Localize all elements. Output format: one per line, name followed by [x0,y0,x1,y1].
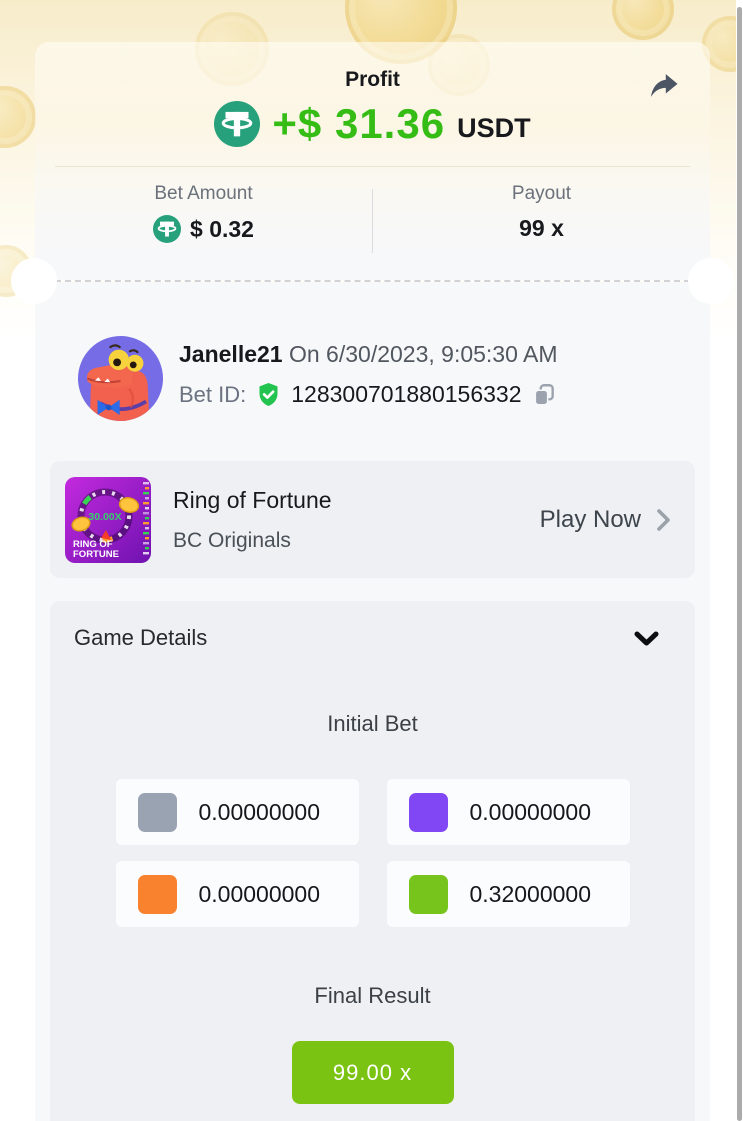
profit-amount: +$ 31.36 [272,100,446,147]
game-panel[interactable]: 30.00X RING OF FORTUNE Ring o [50,461,695,578]
initial-bet-item-orange: 0.00000000 [115,861,359,927]
svg-text:30.00X: 30.00X [88,511,121,523]
bet-amount-stat: Bet Amount $ 0.32 [35,183,372,253]
initial-bet-item-green: 0.32000000 [386,861,630,927]
purple-swatch [408,792,448,832]
stats-row: Bet Amount $ 0.32 Payout 99 x [35,183,710,253]
tether-icon [153,215,182,243]
tether-icon [214,101,261,147]
payout-stat: Payout 99 x [373,183,710,253]
coin-decoration [612,0,674,40]
profit-title: Profit [345,68,400,91]
user-name[interactable]: Janelle21 [179,341,283,367]
svg-text:FORTUNE: FORTUNE [73,549,119,560]
ticket-notch-left [11,258,57,304]
scrollbar-track [736,0,743,1121]
initial-bet-value: 0.00000000 [198,880,321,907]
bet-amount-value-row: $ 0.32 [35,215,372,243]
user-name-line: Janelle21 On 6/30/2023, 9:05:30 AM [179,341,558,368]
initial-bet-grid: 0.00000000 0.00000000 0.00000000 0.32000… [115,779,630,927]
avatar [78,336,163,421]
divider [372,189,373,253]
bet-id-label: Bet ID: [179,381,247,407]
bet-result-card: Profit +$ 31.36 USDT Bet Amount [11,42,734,1121]
bet-id-line: Bet ID: 128300701880156332 [179,381,558,408]
coin-decoration [0,86,36,148]
chevron-right-icon [657,508,670,531]
profit-section: Profit +$ 31.36 USDT Bet Amount [35,42,710,280]
play-now-button[interactable]: Play Now [540,506,671,534]
ticket-notch-right [688,258,734,304]
bet-timestamp: On 6/30/2023, 9:05:30 AM [288,341,558,367]
bet-id-value: 128300701880156332 [291,381,522,407]
green-swatch [408,874,448,914]
share-button[interactable] [644,68,684,108]
game-provider: BC Originals [173,528,291,552]
shield-check-icon [259,383,278,406]
svg-text:RING OF: RING OF [73,539,113,550]
divider [55,166,690,167]
share-arrow-icon [650,73,678,97]
initial-bet-value: 0.00000000 [469,798,592,825]
initial-bet-label: Initial Bet [327,711,418,736]
payout-value: 99 x [519,215,564,241]
initial-bet-item-gray: 0.00000000 [115,779,359,845]
final-result-button[interactable]: 99.00 x [291,1041,454,1104]
scrollbar-thumb[interactable] [737,7,742,1121]
thumbnail-ruler-ticks [143,481,149,554]
copy-icon [534,383,554,406]
bet-details-section: Janelle21 On 6/30/2023, 9:05:30 AM Bet I… [35,282,710,1121]
bet-amount-label: Bet Amount [154,183,253,204]
initial-bet-value: 0.32000000 [469,880,592,907]
ticket-dashed-divider [11,258,734,304]
game-details-title: Game Details [74,625,208,650]
bet-amount-value: $ 0.32 [190,215,254,242]
game-name: Ring of Fortune [173,486,332,513]
profit-currency: USDT [457,112,531,143]
payout-label: Payout [511,183,572,204]
profit-amount-row: +$ 31.36 USDT [35,100,710,148]
chevron-down-icon [634,631,659,645]
game-details-header[interactable]: Game Details [74,625,671,651]
user-row: Janelle21 On 6/30/2023, 9:05:30 AM Bet I… [50,282,695,421]
copy-bet-id-button[interactable] [531,382,557,408]
orange-swatch [137,874,177,914]
play-now-label: Play Now [539,505,641,533]
gray-swatch [137,792,177,832]
initial-bet-item-purple: 0.00000000 [386,779,630,845]
initial-bet-value: 0.00000000 [198,798,321,825]
game-details-panel: Game Details Initial Bet 0.00000000 0.00… [50,601,695,1121]
final-result-label: Final Result [314,983,431,1008]
ring-of-fortune-thumbnail: 30.00X RING OF FORTUNE [65,476,151,563]
